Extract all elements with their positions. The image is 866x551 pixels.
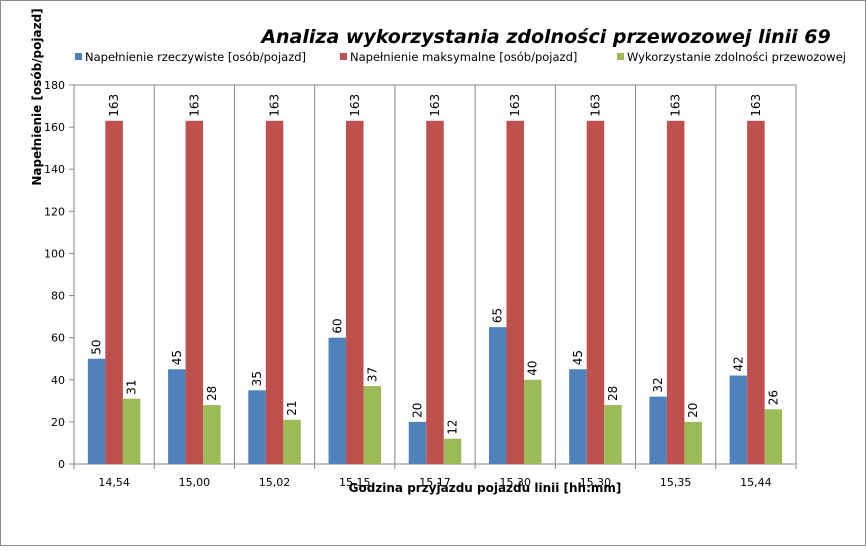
y-tick-label: 0: [58, 458, 65, 471]
bar: [87, 358, 106, 464]
data-label: 60: [330, 318, 344, 333]
bar: [666, 120, 685, 465]
data-label: 20: [411, 403, 425, 418]
x-tick-label: 14,54: [98, 476, 130, 489]
y-tick-label: 20: [51, 416, 65, 429]
data-label: 20: [686, 403, 700, 418]
data-label: 163: [428, 94, 442, 117]
x-axis-label: Godzina przyjazdu pojazdu linii [hh:mm]: [349, 481, 622, 495]
bar: [649, 396, 667, 464]
x-tick-label: 15,44: [740, 476, 772, 489]
bar: [684, 421, 702, 464]
bar: [168, 369, 186, 464]
data-label: 37: [365, 367, 379, 382]
data-label: 163: [508, 94, 522, 117]
data-label: 65: [491, 308, 505, 323]
y-axis-label: Napełnienie [osób/pojazd]: [30, 8, 44, 185]
y-tick-label: 40: [51, 374, 65, 387]
data-label: 45: [170, 350, 184, 365]
y-tick-label: 100: [44, 247, 65, 260]
data-label: 163: [749, 94, 763, 117]
data-label: 28: [205, 386, 219, 401]
bar: [105, 120, 123, 465]
x-tick-label: 15,00: [179, 476, 211, 489]
legend-label: Napełnienie rzeczywiste [osób/pojazd]: [85, 50, 306, 64]
bar: [764, 409, 783, 464]
x-tick-label: 15,02: [259, 476, 291, 489]
bar: [586, 120, 605, 465]
bar: [506, 120, 524, 465]
data-label: 35: [250, 371, 264, 386]
x-tick-label: 15,15: [339, 476, 371, 489]
data-label: 163: [348, 94, 362, 117]
bar: [488, 327, 507, 464]
data-label: 163: [669, 94, 683, 117]
legend: Napełnienie rzeczywiste [osób/pojazd] Nap…: [75, 50, 846, 64]
data-label: 163: [268, 94, 282, 117]
data-label: 163: [107, 94, 121, 117]
legend-swatch: [340, 53, 347, 60]
bar: [265, 120, 284, 465]
bar: [122, 398, 141, 464]
data-label: 12: [446, 419, 460, 434]
bar: [346, 120, 364, 465]
bar: [747, 120, 765, 465]
bar: [523, 379, 542, 464]
bar: [328, 337, 347, 464]
x-tick-label: 15,30: [499, 476, 531, 489]
data-label: 28: [606, 386, 620, 401]
legend-swatch: [617, 53, 624, 60]
chart-title: Analiza wykorzystania zdolności przewozo…: [259, 26, 830, 48]
bar: [443, 438, 462, 464]
bar: [203, 405, 221, 464]
y-tick-label: 180: [44, 79, 65, 92]
data-label: 163: [187, 94, 201, 117]
y-tick-label: 160: [44, 121, 65, 134]
bar: [426, 120, 444, 465]
data-label: 32: [651, 377, 665, 392]
legend-label: Napełnienie maksymalne [osób/pojazd]: [350, 50, 577, 64]
bar: [185, 120, 204, 465]
data-label: 21: [285, 401, 299, 416]
bar: [408, 421, 427, 464]
y-tick-label: 60: [51, 332, 65, 345]
x-tick-label: 15,17: [419, 476, 451, 489]
bar: [604, 405, 622, 464]
y-tick-label: 120: [44, 205, 65, 218]
bar: [729, 375, 748, 464]
data-label: 42: [731, 356, 745, 371]
legend-label: Wykorzystanie zdolności przewozowej: [627, 50, 846, 64]
data-label: 40: [526, 360, 540, 375]
x-tick-label: 15,30: [580, 476, 612, 489]
data-label: 26: [766, 390, 780, 405]
data-label: 163: [588, 94, 602, 117]
data-label: 50: [90, 339, 104, 354]
y-tick-label: 140: [44, 163, 65, 176]
y-tick-label: 80: [51, 290, 65, 303]
bar: [363, 386, 382, 464]
bar: [248, 390, 266, 464]
data-label: 31: [125, 379, 139, 394]
bar: [569, 369, 587, 464]
bar: [283, 419, 301, 464]
x-tick-label: 15,35: [660, 476, 692, 489]
legend-swatch: [75, 53, 82, 60]
data-label: 45: [571, 350, 585, 365]
